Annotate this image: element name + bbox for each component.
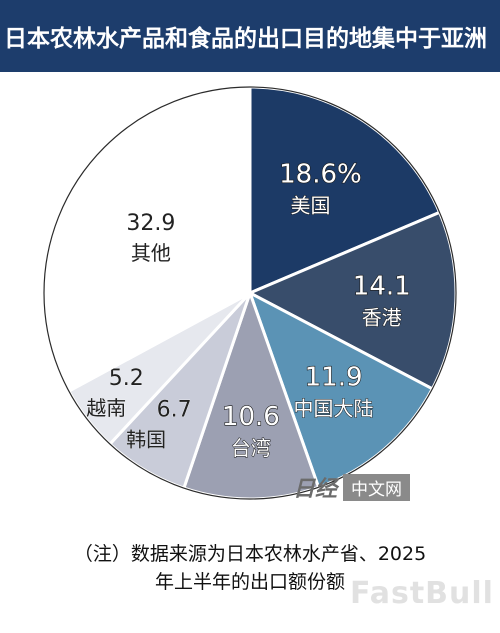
chart-area: 18.6% 美国 14.1 香港 11.9 中国大陆 10.6 台湾 6.7 韩国 5.2 越南 32.… [0,72,500,532]
slice-value-3: 10.6 [222,402,280,432]
title-bar: 日本农林水产品和食品的出口目的地集中于亚洲 [0,0,500,72]
faint-watermark: FastBull [350,576,494,611]
slice-value-6: 32.9 [126,211,175,236]
watermark-label: 中文网 [343,473,411,501]
pie-chart: 18.6% 美国 14.1 香港 11.9 中国大陆 10.6 台湾 6.7 韩国 5.2 越南 32.… [42,85,458,501]
slice-value-4: 6.7 [157,397,192,422]
source-note-line-2: 年上半年的出口额份额 [154,571,345,593]
slice-label-0: 美国 [290,193,330,217]
slice-value-0: 18.6% [279,159,362,189]
slice-label-6: 其他 [131,241,171,265]
chart-title: 日本农林水产品和食品的出口目的地集中于亚洲 [4,26,487,52]
watermark-logo: 日经 [293,476,338,502]
slice-label-1: 香港 [362,305,402,329]
slice-label-5: 越南 [86,396,126,420]
slice-value-2: 11.9 [305,363,363,393]
slice-label-3: 台湾 [231,436,271,460]
slice-label-2: 中国大陆 [294,397,374,421]
pie-outline [43,86,457,500]
slice-value-5: 5.2 [109,366,144,391]
watermark: 日经 中文网 [293,473,411,502]
slice-value-1: 14.1 [353,271,411,301]
source-note: （注）数据来源为日本农林水产省、2025 年上半年的出口额份额 [0,540,500,596]
slice-label-4: 韩国 [126,427,166,451]
source-note-line-1: （注）数据来源为日本农林水产省、2025 [73,543,427,565]
